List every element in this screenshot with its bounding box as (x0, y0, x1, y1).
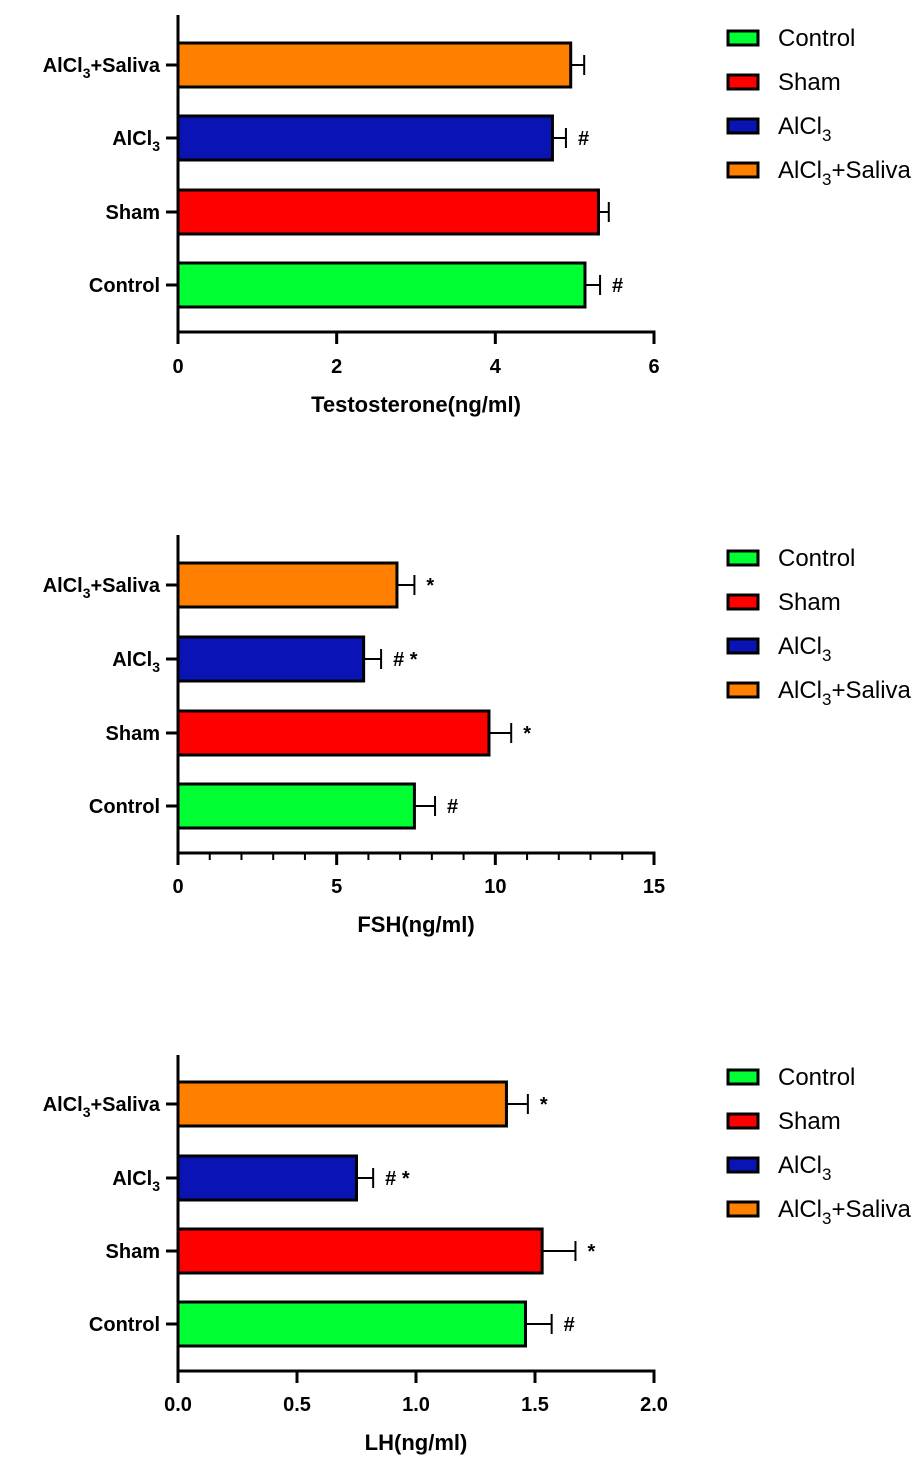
significance-marker: * (540, 1094, 548, 1116)
legend-label: Control (778, 545, 855, 572)
x-tick-label: 2 (331, 356, 342, 378)
legend-swatch (726, 1112, 760, 1130)
legend-swatch (726, 117, 760, 135)
legend-swatch (726, 1200, 760, 1218)
bar (176, 709, 491, 757)
legend-label: AlCl3+Saliva (778, 1196, 912, 1228)
category-label: AlCl3+Saliva (43, 575, 161, 601)
x-tick-label: 0.0 (164, 1394, 192, 1416)
legend-swatch (726, 549, 760, 567)
legend-label: Control (778, 25, 855, 52)
x-tick-label: 0 (172, 876, 183, 898)
bar (176, 1300, 527, 1348)
legend: Control Sham AlCl3 AlCl3+Saliva (726, 1064, 912, 1228)
category-label: Sham (106, 1241, 160, 1263)
x-axis-label: FSH(ng/ml) (357, 912, 474, 937)
category-label: Control (89, 275, 160, 297)
significance-marker: # * (393, 649, 418, 671)
category-label: Control (89, 1314, 160, 1336)
chart-panel-2: 0 5 10 15 FSH(ng/ml) AlCl3+Saliva * AlCl3 # * Sha… (43, 535, 912, 937)
legend-label: AlCl3+Saliva (778, 157, 912, 189)
legend-swatch (726, 1156, 760, 1174)
legend-label: Sham (778, 589, 841, 616)
category-label: AlCl3 (112, 1168, 160, 1194)
significance-marker: # * (385, 1168, 410, 1190)
legend-label: AlCl3 (778, 633, 831, 665)
legend-swatch (726, 161, 760, 179)
bar (176, 114, 554, 162)
significance-marker: # (564, 1314, 575, 1336)
legend-swatch (726, 637, 760, 655)
legend-label: AlCl3 (778, 1152, 831, 1184)
x-tick-label: 0 (172, 356, 183, 378)
chart-panel-3: 0.0 0.5 1.0 1.5 2.0 LH(ng/ml) AlCl3+Saliva * AlC… (43, 1055, 912, 1455)
x-tick-label: 6 (648, 356, 659, 378)
category-label: Sham (106, 723, 160, 745)
category-label: AlCl3 (112, 649, 160, 675)
category-label: AlCl3+Saliva (43, 55, 161, 81)
x-tick-label: 2.0 (640, 1394, 668, 1416)
bar (176, 1154, 358, 1202)
x-tick-label: 10 (484, 876, 506, 898)
x-tick-label: 5 (331, 876, 342, 898)
x-tick-label: 1.5 (521, 1394, 549, 1416)
legend: Control Sham AlCl3 AlCl3+Saliva (726, 545, 912, 709)
significance-marker: # (578, 128, 589, 150)
bar (176, 1080, 508, 1128)
bar (176, 188, 600, 236)
legend-label: Sham (778, 1108, 841, 1135)
significance-marker: # (612, 275, 623, 297)
significance-marker: * (523, 723, 531, 745)
legend-label: AlCl3+Saliva (778, 677, 912, 709)
legend-label: Sham (778, 69, 841, 96)
category-label: AlCl3+Saliva (43, 1094, 161, 1120)
legend-label: Control (778, 1064, 855, 1091)
chart-panel-1: 0 2 4 6 Testosterone(ng/ml) AlCl3+Saliva AlCl3… (43, 15, 912, 417)
legend-swatch (726, 73, 760, 91)
bar (176, 1227, 544, 1275)
legend-swatch (726, 593, 760, 611)
significance-marker: * (426, 575, 434, 597)
significance-marker: * (587, 1241, 595, 1263)
x-tick-label: 4 (490, 356, 502, 378)
x-tick-label: 0.5 (283, 1394, 311, 1416)
legend-swatch (726, 29, 760, 47)
bar (176, 635, 366, 683)
legend-label: AlCl3 (778, 113, 831, 145)
bar (176, 561, 399, 609)
category-label: AlCl3 (112, 128, 160, 154)
legend-swatch (726, 681, 760, 699)
category-label: Control (89, 796, 160, 818)
category-label: Sham (106, 202, 160, 224)
x-axis-label: Testosterone(ng/ml) (311, 392, 521, 417)
x-tick-label: 1.0 (402, 1394, 430, 1416)
bar (176, 261, 587, 309)
x-axis-label: LH(ng/ml) (365, 1430, 468, 1455)
legend-swatch (726, 1068, 760, 1086)
bar (176, 41, 573, 89)
bar (176, 782, 416, 830)
x-tick-label: 15 (643, 876, 665, 898)
significance-marker: # (447, 796, 458, 818)
legend: Control Sham AlCl3 AlCl3+Saliva (726, 25, 912, 189)
